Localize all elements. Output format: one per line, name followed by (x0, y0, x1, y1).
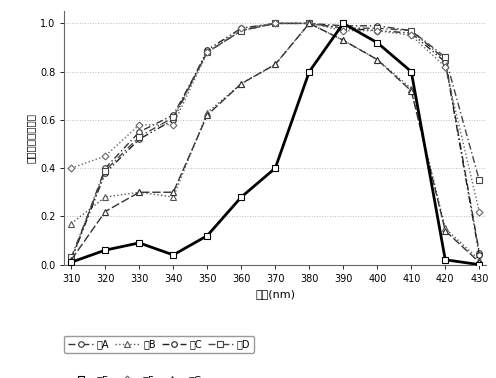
Legend: 紙E, 紙F, 紙G: 紙E, 紙F, 紙G (64, 371, 205, 378)
Y-axis label: 相対分光量子効率: 相対分光量子効率 (26, 113, 36, 163)
X-axis label: 波長(nm): 波長(nm) (255, 289, 295, 299)
